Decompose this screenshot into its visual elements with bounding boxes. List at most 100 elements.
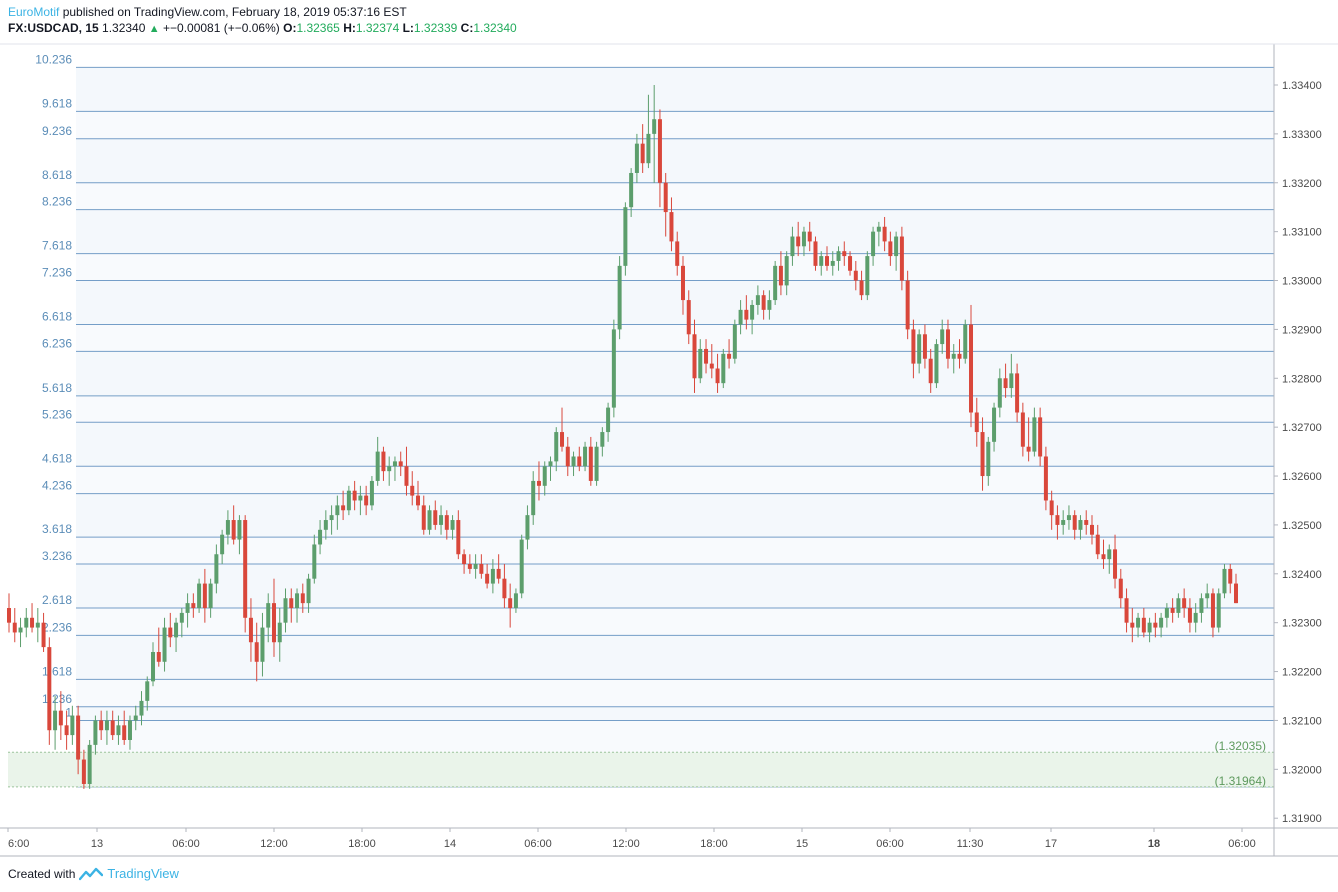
time-tick-label: 18:00 [348, 838, 376, 850]
candle [617, 256, 622, 340]
candle-body [704, 348, 709, 364]
candle-body [1234, 583, 1238, 604]
candle [899, 226, 904, 291]
candle-body [243, 520, 248, 618]
candle-body [381, 451, 386, 472]
candle-body [882, 226, 887, 242]
candle [1078, 515, 1083, 540]
candle-body [1187, 608, 1192, 623]
candle-body [1101, 554, 1106, 560]
candle [980, 417, 985, 491]
fib-level-label: 1.618 [42, 664, 72, 678]
candle-body [1061, 520, 1066, 525]
candle [1032, 407, 1037, 457]
candle-body [1199, 598, 1204, 613]
candle-body [727, 353, 732, 359]
candle-body [151, 652, 156, 682]
author-link[interactable]: EuroMotif [8, 5, 60, 19]
candle-body [963, 324, 968, 359]
candle [536, 461, 541, 501]
candle-body [755, 295, 760, 305]
candle-body [7, 608, 11, 623]
candle [24, 608, 29, 638]
time-tick-label: 06:00 [524, 838, 552, 850]
candle-body [980, 432, 985, 477]
candle-body [122, 725, 127, 740]
candle-body [842, 251, 847, 257]
candle-body [387, 466, 392, 472]
candle [444, 510, 449, 540]
candle-body [1049, 500, 1054, 516]
candle [525, 505, 530, 550]
candle [64, 710, 69, 750]
candle-body [600, 432, 605, 447]
candle [1084, 510, 1089, 535]
candle [513, 588, 518, 613]
candle [1124, 588, 1129, 633]
candle [87, 739, 92, 789]
candle [663, 172, 668, 237]
candle-body [41, 622, 46, 648]
candle [1072, 510, 1077, 540]
tradingview-brand[interactable]: TradingView [107, 866, 179, 881]
candle-body [306, 578, 311, 604]
fib-band [76, 351, 1274, 396]
up-arrow-icon: ▲ [148, 23, 160, 35]
candle [346, 485, 351, 516]
candle-body [1032, 417, 1037, 452]
candle-body [899, 236, 904, 281]
candle [260, 612, 265, 677]
candle-body [47, 647, 52, 731]
candle-body [1164, 608, 1169, 618]
candle-body [836, 251, 841, 261]
candle-body [848, 256, 853, 271]
candle [825, 246, 829, 271]
open-label: O: [283, 21, 297, 35]
published-text: published on TradingView.com, February 1… [62, 5, 407, 19]
candle-body [467, 564, 472, 569]
candle [306, 573, 311, 613]
candle-body [969, 324, 974, 413]
fib-band [76, 111, 1274, 139]
candle [1176, 593, 1181, 618]
candle-body [30, 617, 35, 628]
candle-body [237, 520, 242, 540]
candle [502, 564, 507, 609]
candle-body [295, 593, 300, 609]
price-tick-label: 1.32200 [1282, 667, 1322, 679]
time-tick-label: 06:00 [172, 838, 200, 850]
candle-body [427, 510, 432, 530]
candle [876, 221, 881, 247]
fib-level-label: 10.236 [35, 52, 72, 66]
candle-body [577, 456, 582, 467]
candle [957, 339, 962, 369]
candle [508, 583, 513, 628]
candle-body [761, 295, 766, 310]
candle [577, 446, 582, 472]
candle [467, 554, 472, 574]
candle-body [104, 720, 109, 731]
candle-body [485, 573, 490, 584]
candle-body [657, 119, 662, 183]
candle-body [335, 505, 340, 516]
fib-level-label: 7.236 [42, 266, 72, 280]
price-tick-label: 1.33100 [1282, 227, 1322, 239]
candle-body [1078, 520, 1083, 530]
candle [997, 368, 1002, 418]
time-tick-label: 6:00 [8, 838, 29, 850]
candle-body [986, 441, 991, 477]
candle [375, 436, 380, 486]
candle-body [945, 329, 950, 359]
candle-body [894, 236, 899, 257]
time-tick-label: 13 [91, 838, 103, 850]
candle [519, 534, 524, 599]
created-with-text: Created with [8, 867, 76, 881]
candle-body [456, 520, 461, 555]
candle [1118, 568, 1123, 609]
candle-body [214, 554, 219, 584]
price-tick-label: 1.32300 [1282, 618, 1322, 630]
candle [168, 612, 173, 648]
open-value: 1.32365 [296, 21, 340, 35]
candle [369, 476, 374, 511]
